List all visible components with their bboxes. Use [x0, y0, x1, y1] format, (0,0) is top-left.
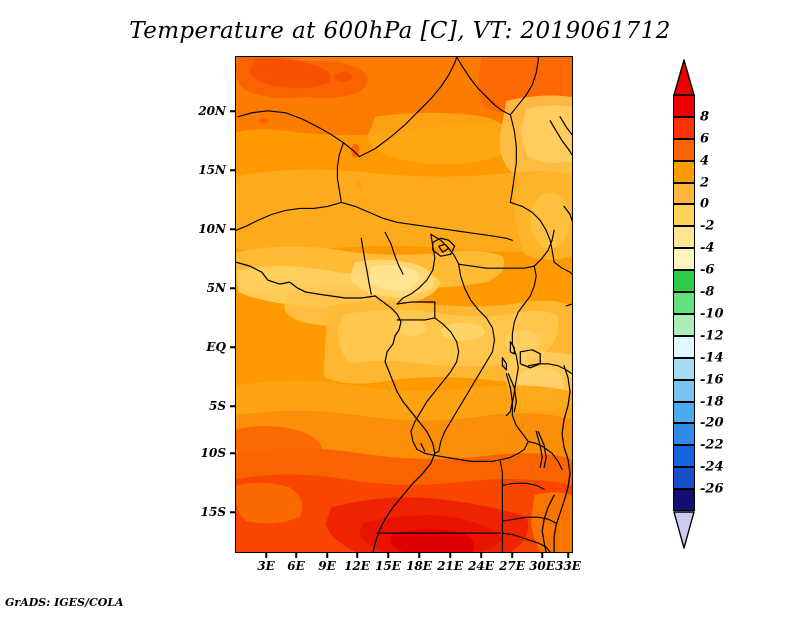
y-tick-20n — [230, 110, 235, 112]
x-tick-9e — [326, 553, 328, 558]
colorbar-bands — [673, 95, 695, 511]
y-axis-label-10n: 10N — [198, 222, 226, 236]
colorbar-band — [673, 335, 695, 358]
x-tick-27e — [511, 553, 513, 558]
colorbar-tick-label: -6 — [700, 262, 715, 278]
x-tick-21e — [449, 553, 451, 558]
y-tick-5s — [230, 405, 235, 407]
colorbar-tick-label: -14 — [700, 350, 724, 366]
x-axis-label-33e: 33E — [555, 559, 581, 573]
x-tick-18e — [418, 553, 420, 558]
y-tick-15s — [230, 511, 235, 513]
y-axis-label-15s: 15S — [200, 505, 226, 519]
colorbar-tick-label: -12 — [700, 328, 724, 344]
x-tick-6e — [295, 553, 297, 558]
colorbar: 8 6 4 2 0 -2 -4 -6 -8 -10 -12 -14 -16 -18 -20 -22 -24 -26 — [668, 58, 798, 558]
x-tick-24e — [480, 553, 482, 558]
x-tick-12e — [356, 553, 358, 558]
colorbar-band — [673, 182, 695, 205]
colorbar-over-arrow — [673, 59, 695, 96]
y-tick-eq — [230, 346, 235, 348]
x-axis-label-30e: 30E — [529, 559, 555, 573]
y-axis-label-eq: EQ — [206, 340, 226, 354]
temperature-heatmap — [236, 57, 572, 552]
colorbar-tick-label: 4 — [700, 153, 710, 169]
colorbar-band — [673, 292, 695, 314]
colorbar-band — [673, 467, 695, 490]
colorbar-tick-label: -16 — [700, 372, 724, 388]
colorbar-band — [673, 248, 695, 271]
x-tick-30e — [541, 553, 543, 558]
colorbar-tick-label: -22 — [700, 437, 724, 453]
x-axis-label-15e: 15E — [375, 559, 401, 573]
footer-credit: GrADS: IGES/COLA — [5, 596, 124, 609]
y-tick-15n — [230, 169, 235, 171]
colorbar-tick-label: -24 — [700, 459, 724, 475]
colorbar-band — [673, 313, 695, 336]
colorbar-tick-label: -10 — [700, 306, 724, 322]
y-axis-label-10s: 10S — [200, 446, 226, 460]
y-axis-label-15n: 15N — [198, 163, 226, 177]
map-plot-area — [235, 56, 573, 553]
colorbar-band — [673, 489, 695, 511]
y-tick-10s — [230, 452, 235, 454]
colorbar-band — [673, 270, 695, 293]
colorbar-tick-label: 2 — [700, 175, 710, 191]
colorbar-band — [673, 379, 695, 402]
colorbar-band — [673, 95, 695, 117]
x-axis-label-3e: 3E — [257, 559, 275, 573]
y-tick-5n — [230, 287, 235, 289]
y-tick-10n — [230, 228, 235, 230]
colorbar-band — [673, 226, 695, 249]
colorbar-tick-label: -20 — [700, 415, 724, 431]
y-axis-label-5n: 5N — [206, 281, 226, 295]
x-tick-33e — [567, 553, 569, 558]
page-title: Temperature at 600hPa [C], VT: 201906171… — [129, 18, 671, 44]
colorbar-tick-label: -2 — [700, 218, 715, 234]
x-tick-3e — [265, 553, 267, 558]
colorbar-tick-label: 6 — [700, 131, 710, 147]
colorbar-tick-label: 0 — [700, 196, 710, 212]
colorbar-band — [673, 116, 695, 139]
colorbar-tick-label: -8 — [700, 284, 715, 300]
colorbar-band — [673, 401, 695, 424]
x-axis-label-18e: 18E — [406, 559, 432, 573]
x-axis-label-21e: 21E — [437, 559, 463, 573]
colorbar-band — [673, 204, 695, 227]
x-axis-label-27e: 27E — [499, 559, 525, 573]
colorbar-under-arrow — [673, 511, 695, 549]
colorbar-tick-label: -4 — [700, 240, 715, 256]
x-tick-15e — [387, 553, 389, 558]
colorbar-tick-label: 8 — [700, 109, 710, 125]
x-axis-label-6e: 6E — [287, 559, 305, 573]
colorbar-tick-label: -18 — [700, 394, 724, 410]
colorbar-band — [673, 160, 695, 183]
colorbar-band — [673, 357, 695, 380]
x-axis-label-9e: 9E — [318, 559, 336, 573]
x-axis-label-12e: 12E — [344, 559, 370, 573]
y-axis-label-20n: 20N — [198, 104, 226, 118]
colorbar-tick-label: -26 — [700, 481, 724, 497]
y-axis-label-5s: 5S — [208, 399, 226, 413]
colorbar-band — [673, 423, 695, 446]
colorbar-band — [673, 138, 695, 161]
x-axis-label-24e: 24E — [468, 559, 494, 573]
colorbar-band — [673, 445, 695, 468]
